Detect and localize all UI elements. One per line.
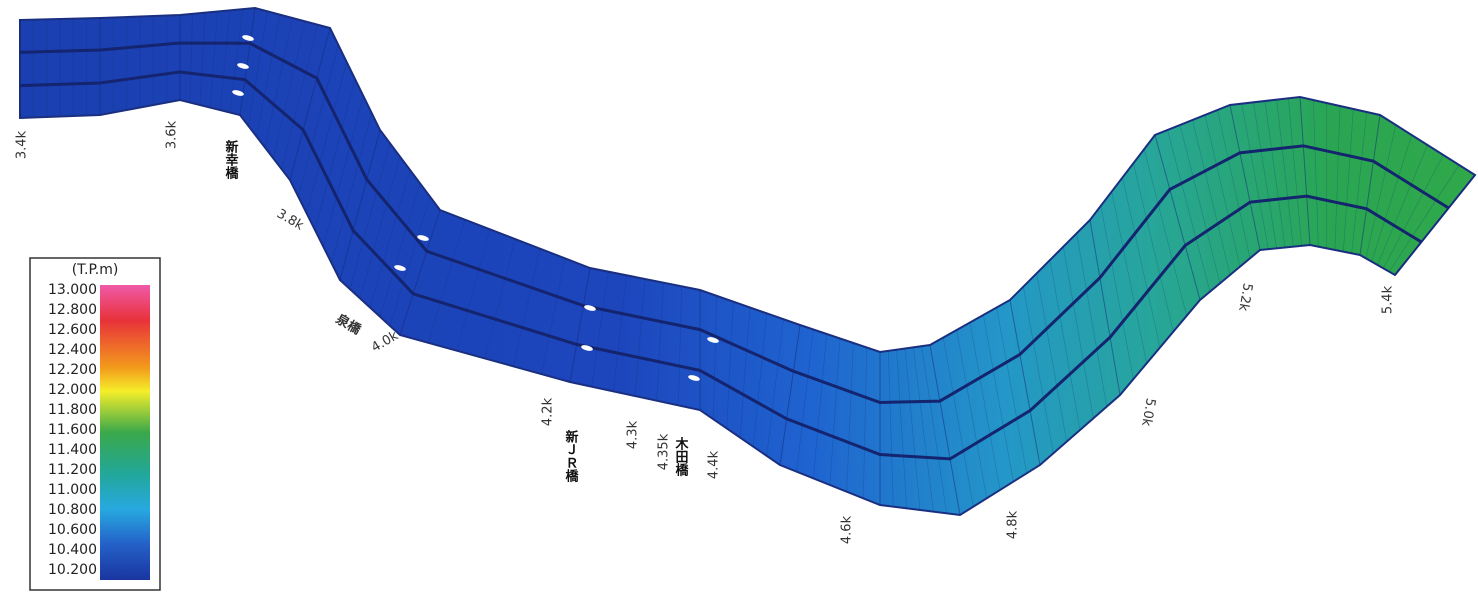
legend-tick-label: 12.200: [48, 362, 97, 378]
distance-label: 4.2k: [541, 397, 556, 426]
legend-tick-label: 10.400: [48, 542, 97, 558]
legend-tick-label: 12.400: [48, 342, 97, 358]
distance-label: 5.4k: [1381, 285, 1396, 314]
distance-label: 3.4k: [15, 130, 30, 159]
legend: (T.P.m) 13.000 12.800 12.600 12.400 12.200 12…: [30, 258, 160, 590]
river-map: 3.4k3.6k3.8k4.0k4.2k4.3k4.35k4.4k4.6k4.8…: [0, 0, 1478, 595]
distance-label: 3.6k: [165, 120, 180, 149]
river-mesh: [20, 8, 1475, 515]
legend-tick-label: 10.600: [48, 522, 97, 538]
distance-label: 5.2k: [1235, 282, 1255, 313]
legend-tick-label: 11.200: [48, 462, 97, 478]
distance-label: 4.8k: [1006, 510, 1021, 539]
distance-label: 4.6k: [840, 515, 855, 544]
legend-tick-label: 10.200: [48, 562, 97, 578]
legend-tick-label: 12.600: [48, 322, 97, 338]
bridge-label: 木田橋: [673, 436, 690, 477]
distance-label: 4.4k: [707, 450, 722, 479]
bridge-label: 新幸橋: [223, 139, 239, 180]
legend-tick-label: 12.000: [48, 382, 97, 398]
legend-tick-label: 11.400: [48, 442, 97, 458]
color-bar: [100, 285, 150, 580]
distance-label: 4.3k: [626, 420, 641, 449]
legend-tick-label: 12.800: [48, 302, 97, 318]
distance-label: 4.35k: [657, 433, 672, 470]
legend-tick-label: 11.800: [48, 402, 97, 418]
distance-label: 3.8k: [274, 206, 306, 233]
legend-tick-label: 13.000: [48, 282, 97, 298]
legend-title: (T.P.m): [72, 262, 119, 278]
legend-tick-label: 11.000: [48, 482, 97, 498]
legend-tick-label: 10.800: [48, 502, 97, 518]
distance-label: 5.0k: [1138, 397, 1158, 428]
bridge-label: 泉橋: [333, 311, 364, 338]
river-surface: [20, 8, 1475, 515]
legend-tick-label: 11.600: [48, 422, 97, 438]
bridge-label: 新ＪＲ橋: [563, 429, 579, 483]
